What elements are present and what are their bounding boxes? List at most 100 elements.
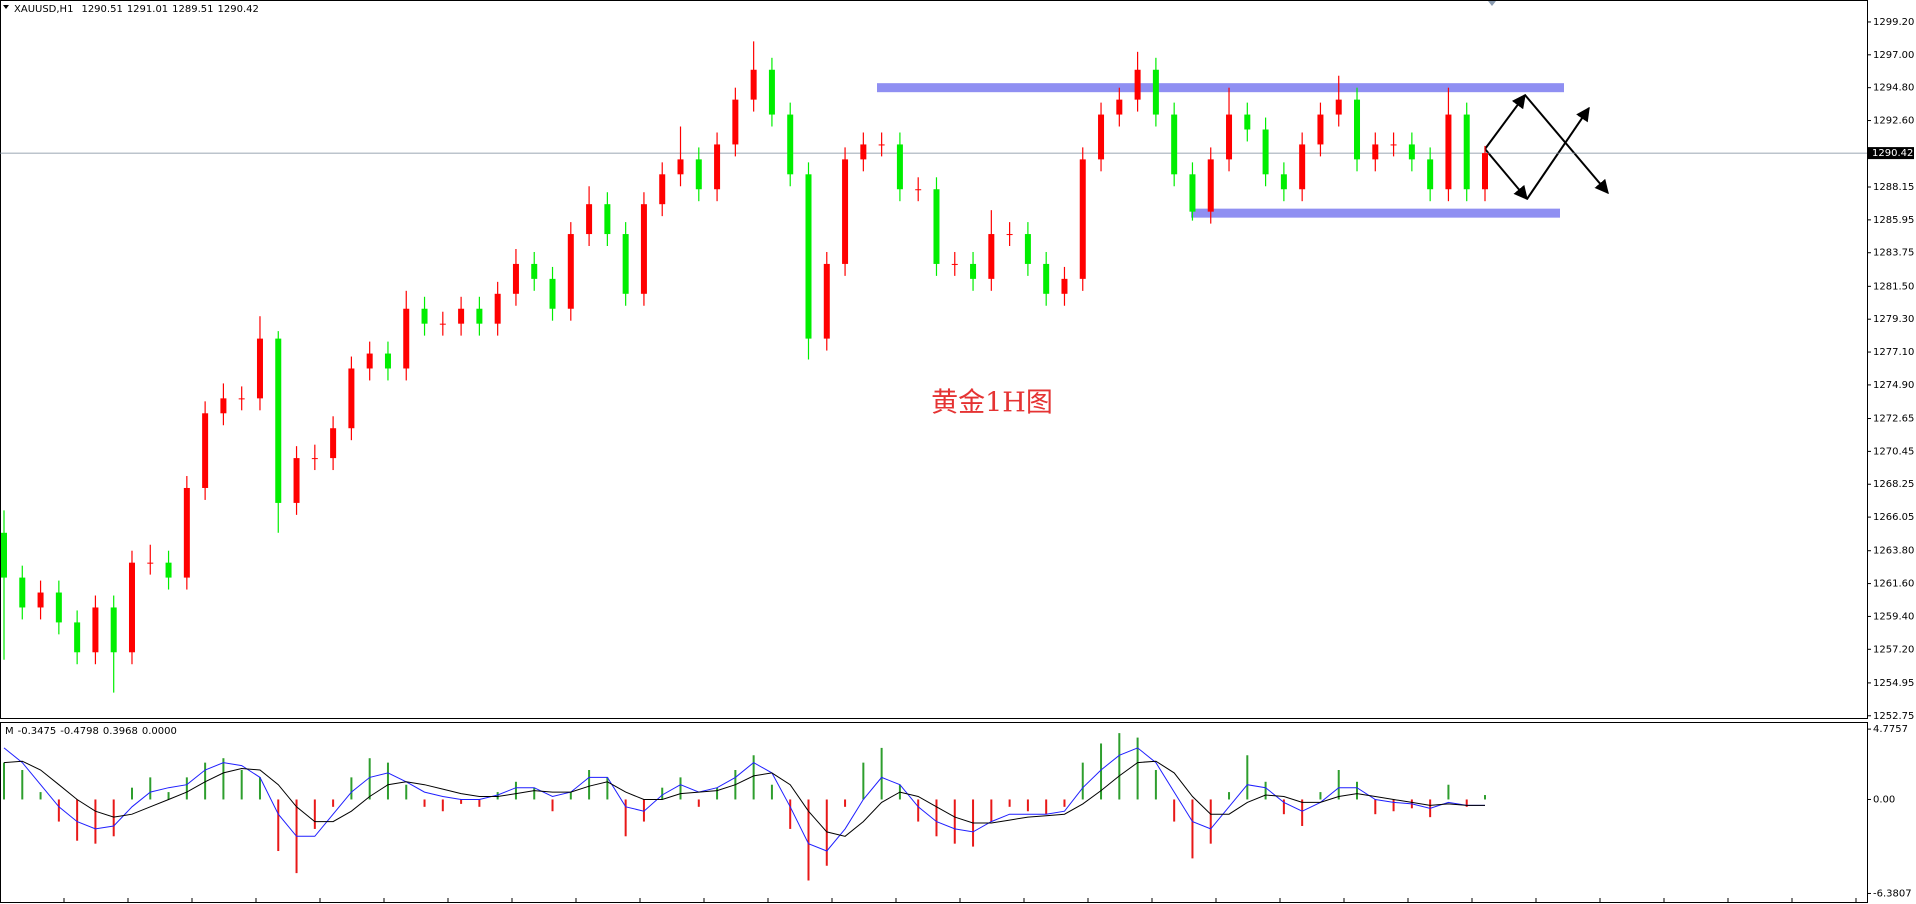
candle-body: [1262, 129, 1269, 175]
candle-body: [714, 144, 721, 190]
header-value: -0.4798: [60, 726, 99, 737]
candle-body: [567, 234, 574, 309]
y-tick-label: 1294.80: [1873, 83, 1914, 94]
y-tick-label: 1254.95: [1873, 678, 1914, 689]
candle-body: [750, 69, 757, 100]
candle-body: [403, 308, 410, 369]
candle-body: [293, 458, 300, 503]
candle-body: [330, 428, 337, 459]
header-value: 1289.51: [172, 4, 213, 15]
candle-body: [1207, 159, 1214, 212]
candle-body: [951, 263, 958, 265]
y-tick-label: 1268.25: [1873, 479, 1914, 490]
candle-body: [1335, 99, 1342, 115]
candle-body: [512, 263, 519, 294]
candle-body: [1134, 69, 1141, 100]
candle-body: [476, 308, 483, 324]
candle-body: [494, 293, 501, 324]
candle-body: [202, 413, 209, 488]
arrow: [1524, 94, 1609, 195]
candle-body: [275, 338, 282, 503]
header-value: -0.3475: [18, 726, 57, 737]
candle-body: [1098, 114, 1105, 160]
candle-body: [915, 189, 922, 191]
candle-body: [549, 278, 556, 309]
candle-body: [366, 353, 373, 369]
y-tick-label: 1283.75: [1873, 248, 1914, 259]
candle-body: [1189, 174, 1196, 212]
menu-arrow[interactable]: [3, 5, 9, 9]
candle-body: [1427, 159, 1434, 190]
candle-body: [384, 353, 391, 369]
y-tick-label: 1252.75: [1873, 711, 1914, 722]
candle-body: [842, 159, 849, 264]
price-band: [877, 83, 1564, 93]
candle-body: [640, 204, 647, 294]
candle-body: [1079, 159, 1086, 279]
candle-body: [970, 263, 977, 279]
current-price-box: [1868, 147, 1914, 160]
y-tick-label: 1272.65: [1873, 414, 1914, 425]
candle-body: [147, 562, 154, 564]
candle-body: [896, 144, 903, 190]
candle-body: [348, 368, 355, 429]
candle-body: [1445, 114, 1452, 190]
candle-body: [695, 159, 702, 190]
candle-body: [732, 99, 739, 145]
y-tick-label: -6.3807: [1873, 888, 1912, 899]
candle-body: [238, 398, 245, 400]
y-tick-label: 1288.15: [1873, 182, 1914, 193]
candle-body: [878, 144, 885, 146]
header-value: 0.0000: [142, 726, 177, 737]
candle-body: [531, 263, 538, 279]
candle-body: [823, 263, 830, 339]
candle-body: [604, 204, 611, 235]
candle-body: [1061, 278, 1068, 294]
header-value: 1290.42: [218, 4, 259, 15]
candle-body: [1390, 144, 1397, 146]
candle-body: [805, 174, 812, 339]
shift-marker: [1488, 1, 1496, 6]
candle-body: [1006, 234, 1013, 236]
current-price-label: 1290.42: [1872, 148, 1913, 159]
arrow: [1484, 148, 1528, 201]
macd-header: M -0.3475 -0.4798 0.3968 0.0000: [5, 726, 177, 737]
header-value: 0.3968: [103, 726, 138, 737]
candle-body: [1024, 234, 1031, 264]
header-value: 1291.01: [127, 4, 168, 15]
macd-line: [3, 747, 1485, 852]
y-tick-label: 1257.20: [1873, 644, 1914, 655]
candle-body: [1463, 114, 1470, 190]
y-tick-label: 1266.05: [1873, 512, 1914, 523]
candle-body: [988, 234, 995, 279]
macd-title: M: [5, 726, 14, 737]
candle-body: [1244, 114, 1251, 130]
header-value: 1290.51: [81, 4, 122, 15]
candle-body: [220, 398, 227, 414]
candle-body: [1372, 144, 1379, 160]
candle-body: [1, 532, 7, 578]
y-tick-label: 1274.90: [1873, 380, 1914, 391]
candle-body: [1152, 69, 1159, 115]
candle-body: [256, 338, 263, 399]
candle-body: [1408, 144, 1415, 160]
candle-body: [165, 562, 172, 578]
y-tick-label: 1270.45: [1873, 446, 1914, 457]
candle-body: [311, 458, 318, 460]
y-tick-label: 1292.60: [1873, 116, 1914, 127]
candle-body: [1043, 263, 1050, 294]
candle-body: [421, 308, 428, 324]
y-tick-label: 1297.00: [1873, 50, 1914, 61]
candle-body: [458, 308, 465, 324]
candle-body: [1171, 114, 1178, 175]
candle-body: [55, 592, 62, 623]
y-tick-label: 1279.30: [1873, 314, 1914, 325]
candle-body: [787, 114, 794, 175]
candle-body: [1299, 144, 1306, 190]
candle-body: [677, 159, 684, 175]
candle-body: [128, 562, 135, 653]
candle-body: [659, 174, 666, 205]
y-tick-label: 4.7757: [1873, 724, 1908, 735]
